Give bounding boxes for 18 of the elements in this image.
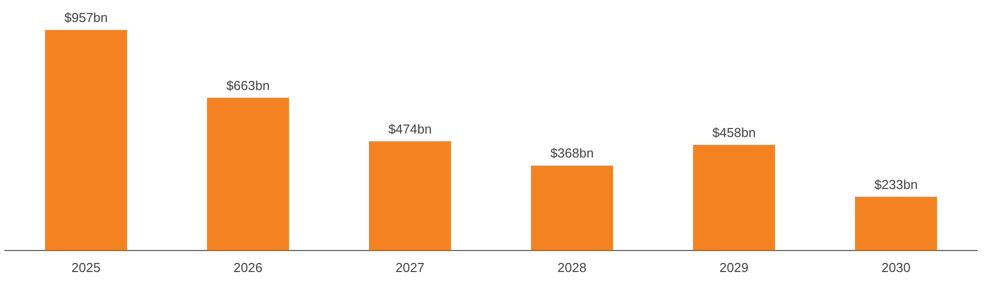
data-label: $233bn bbox=[874, 176, 918, 192]
data-label: $663bn bbox=[226, 78, 270, 93]
x-tick-label: 2030 bbox=[882, 260, 910, 275]
bar bbox=[693, 144, 775, 250]
bar bbox=[855, 196, 937, 250]
data-label: $474bn bbox=[388, 121, 432, 136]
data-label: $368bn bbox=[550, 146, 594, 161]
bar bbox=[45, 30, 127, 250]
data-label: $458bn bbox=[712, 125, 756, 140]
x-tick-label: 2025 bbox=[72, 260, 100, 275]
x-tick-label: 2028 bbox=[558, 260, 586, 275]
bar bbox=[369, 141, 451, 250]
x-tick-label: 2029 bbox=[720, 260, 748, 275]
bar bbox=[531, 166, 613, 250]
x-tick-label: 2026 bbox=[234, 260, 262, 275]
x-tick-label: 2027 bbox=[396, 260, 424, 275]
data-label: $957bn bbox=[64, 10, 108, 26]
bar bbox=[207, 98, 289, 250]
